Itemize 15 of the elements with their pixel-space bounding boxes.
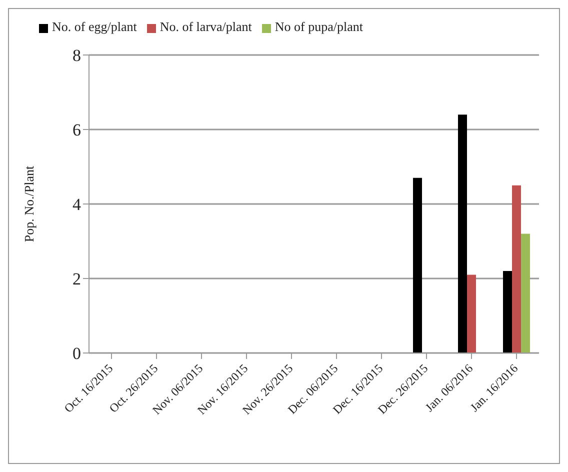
bar (413, 178, 422, 353)
bar (467, 274, 476, 353)
y-tick-label: 6 (72, 120, 81, 140)
y-tick-label: 8 (72, 46, 81, 66)
y-tick-label: 2 (72, 270, 81, 289)
bar (458, 114, 467, 353)
y-tick-label: 0 (72, 344, 81, 364)
y-axis-title: Pop. No./Plant (22, 166, 37, 242)
legend-label: No. of larva/plant (160, 19, 252, 34)
bar (503, 271, 512, 353)
legend-label: No. of egg/plant (52, 19, 137, 34)
bar (521, 234, 530, 353)
y-tick-label: 4 (72, 195, 82, 214)
bar (512, 185, 521, 353)
legend-label: No of pupa/plant (274, 19, 363, 34)
